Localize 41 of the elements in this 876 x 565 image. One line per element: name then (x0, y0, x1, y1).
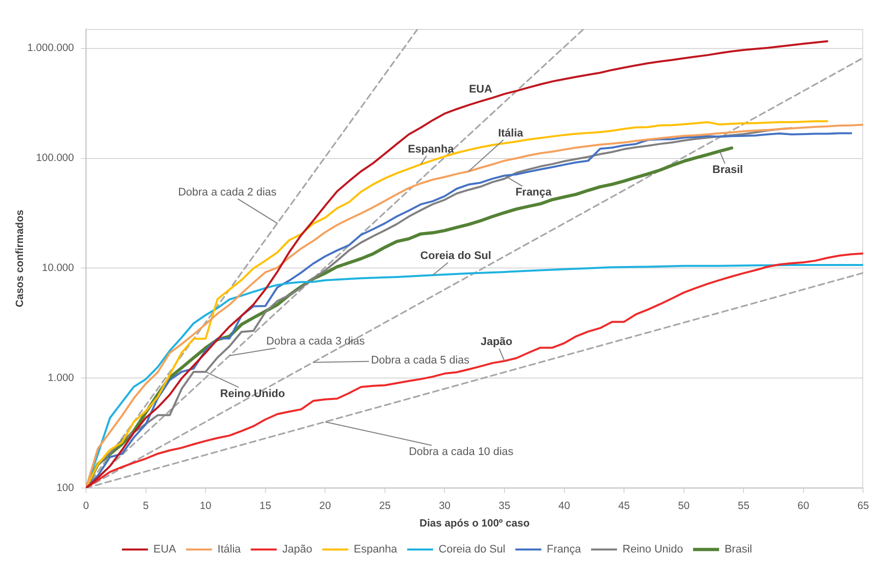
legend-label: Coreia do Sul (438, 544, 506, 556)
y-tick-label: 10.000 (42, 262, 74, 274)
annotation: EUA (468, 83, 492, 96)
y-tick-label: 1.000 (48, 372, 74, 384)
x-tick-label: 40 (558, 500, 570, 512)
annotation: Brasil (712, 164, 743, 176)
x-tick-label: 65 (857, 500, 870, 512)
legend-label: Itália (218, 544, 242, 556)
annotation: Itália (498, 127, 524, 140)
annotation: Dobra a cada 10 dias (408, 446, 514, 458)
x-tick-label: 60 (798, 500, 810, 512)
x-tick-label: 15 (260, 500, 272, 512)
x-tick-label: 35 (498, 500, 510, 512)
x-tick-label: 45 (618, 500, 630, 512)
legend-label: EUA (153, 544, 177, 556)
legend-label: Japão (282, 544, 312, 556)
x-tick-label: 50 (678, 500, 690, 512)
legend-label: Reino Unido (622, 544, 684, 556)
x-tick-label: 20 (319, 500, 332, 512)
y-tick-label: 1.000.000 (27, 42, 74, 54)
y-axis-title: Casos confirmados (14, 210, 26, 308)
annotation: Dobra a cada 5 dias (370, 354, 470, 366)
annotation: Japão (480, 336, 513, 348)
legend-label: Espanha (354, 544, 398, 556)
annotation: França (515, 186, 552, 199)
x-tick-label: 55 (738, 500, 750, 512)
x-tick-label: 25 (379, 500, 391, 512)
x-axis-title: Dias após o 100º caso (420, 518, 530, 530)
annotation: Reino Unido (220, 388, 286, 400)
legend-label: França (546, 544, 582, 556)
x-tick-label: 0 (83, 500, 90, 512)
annotation: Dobra a cada 3 dias (266, 336, 366, 348)
y-tick-label: 100.000 (36, 152, 74, 164)
x-tick-label: 10 (200, 500, 212, 512)
x-tick-label: 30 (438, 500, 451, 512)
annotation: Espanha (408, 143, 455, 156)
x-tick-label: 5 (142, 500, 149, 512)
annotation: Coreia do Sul (420, 250, 492, 262)
y-tick-label: 100 (56, 482, 74, 494)
annotation: Dobra a cada 2 dias (178, 186, 278, 198)
legend-label: Brasil (724, 544, 752, 556)
